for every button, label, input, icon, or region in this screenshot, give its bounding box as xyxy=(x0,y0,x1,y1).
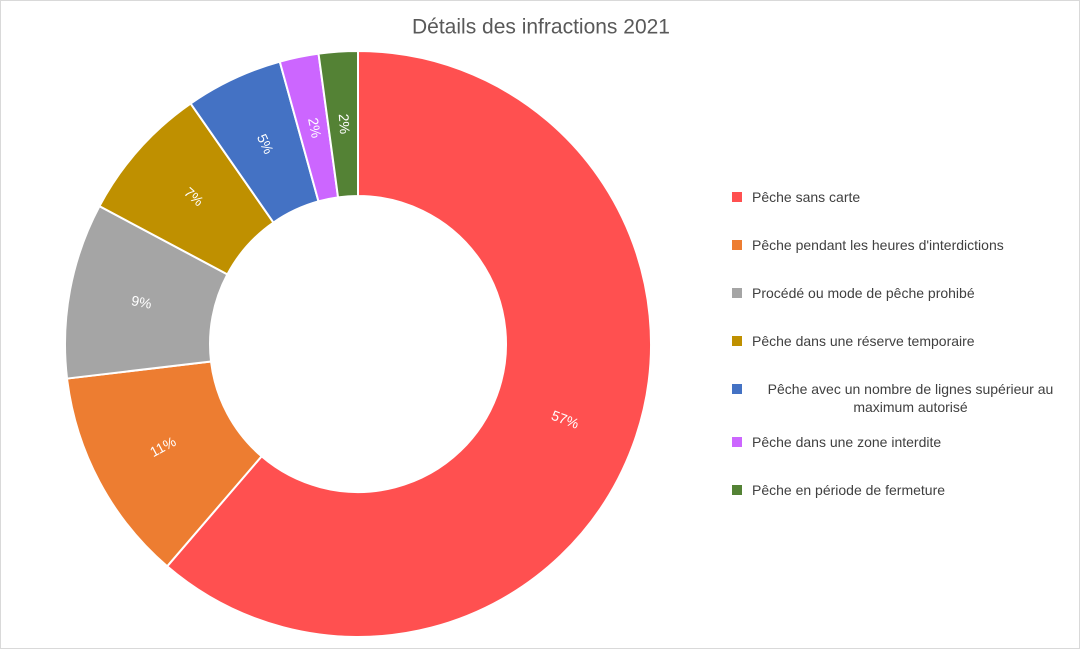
slice-label: 2% xyxy=(305,116,325,139)
legend-label: Pêche avec un nombre de lignes supérieur… xyxy=(767,381,1054,415)
slice xyxy=(65,360,264,568)
chart-title: Détails des infractions 2021 xyxy=(412,16,670,39)
legend-label: Pêche dans une zone interdite xyxy=(752,434,942,450)
legend-swatch xyxy=(732,485,742,495)
slice xyxy=(165,49,652,638)
slice xyxy=(317,49,359,199)
legend-item: Pêche dans une réserve temporaire xyxy=(729,332,1069,380)
legend-swatch xyxy=(732,336,742,346)
slice-label: 2% xyxy=(336,113,353,134)
legend-item: Pêche en période de fermeture xyxy=(729,481,1069,529)
legend-label: Procédé ou mode de pêche prohibé xyxy=(752,285,975,301)
legend-item: Procédé ou mode de pêche prohibé xyxy=(729,284,1069,332)
legend-swatch xyxy=(732,192,742,202)
slice-label: 9% xyxy=(130,292,153,311)
legend-label: Pêche pendant les heures d'interdictions xyxy=(752,237,1004,253)
slice-label: 5% xyxy=(254,131,277,156)
legend-label: Pêche en période de fermeture xyxy=(752,482,946,498)
legend-swatch xyxy=(732,288,742,298)
legend-label: Pêche dans une réserve temporaire xyxy=(752,333,975,349)
legend-item: Pêche pendant les heures d'interdictions xyxy=(729,236,1069,284)
legend-item: Pêche dans une zone interdite xyxy=(729,433,1069,481)
legend-item: Pêche sans carte xyxy=(729,188,1069,236)
legend-swatch xyxy=(732,437,742,447)
legend-item: Pêche avec un nombre de lignes supérieur… xyxy=(729,380,1069,433)
legend-swatch xyxy=(732,240,742,250)
legend-swatch xyxy=(732,384,742,394)
legend: Pêche sans carte Pêche pendant les heures… xyxy=(729,188,1069,529)
legend-label: Pêche sans carte xyxy=(752,189,861,205)
